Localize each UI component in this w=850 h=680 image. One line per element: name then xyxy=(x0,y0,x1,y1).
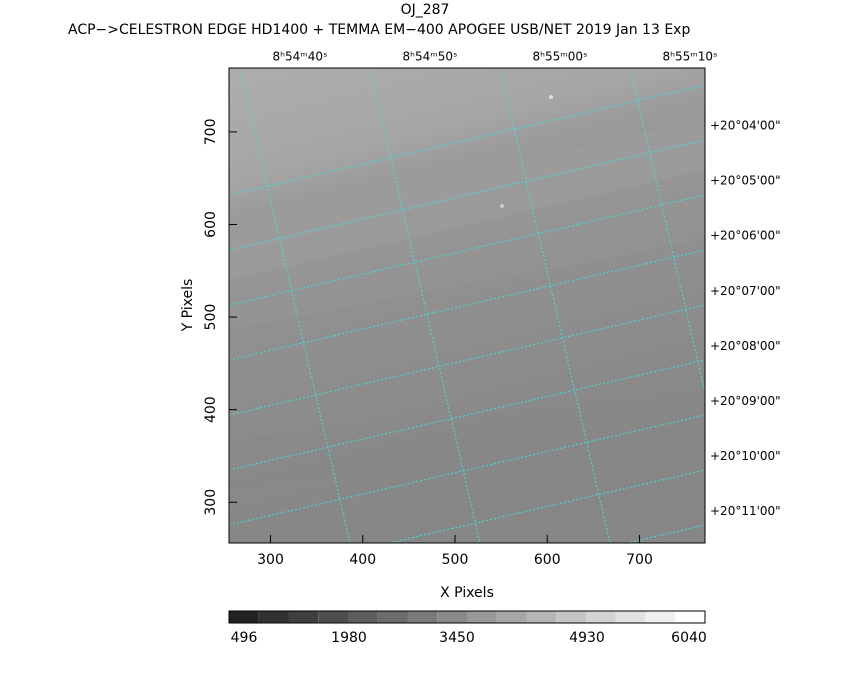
colorbar-step xyxy=(318,611,348,623)
dec-grid-line xyxy=(386,469,705,543)
y-tick-label: 700 xyxy=(203,119,219,146)
plot-frame xyxy=(228,67,706,544)
ra-tick-label: 8ʰ54ᵐ50ˢ xyxy=(403,50,458,64)
x-tick-label: 600 xyxy=(534,552,561,568)
colorbar-tick-label: 496 xyxy=(231,630,258,646)
y-tick-label: 400 xyxy=(203,396,219,423)
dec-tick-label: +20°10'00" xyxy=(710,449,781,463)
ra-tick-label: 8ʰ55ᵐ00ˢ xyxy=(533,50,588,64)
colorbar-step xyxy=(556,611,586,623)
ra-grid-line xyxy=(239,68,351,543)
dec-grid-line xyxy=(229,84,705,196)
dec-tick-label: +20°06'00" xyxy=(710,229,781,243)
star xyxy=(549,95,553,99)
x-tick-label: 400 xyxy=(349,552,376,568)
dec-tick-label: +20°04'00" xyxy=(710,119,781,133)
y-tick-label: 500 xyxy=(203,304,219,331)
chart-title: OJ_287 xyxy=(401,2,450,18)
dec-tick-label: +20°05'00" xyxy=(710,174,781,188)
colorbar-step xyxy=(586,611,616,623)
star xyxy=(500,204,504,208)
colorbar-tick-label: 3450 xyxy=(439,630,475,646)
ra-grid-line xyxy=(629,68,705,395)
colorbar: 496 1980 3450 4930 6040 xyxy=(228,610,707,646)
colorbar-tick-label: 1980 xyxy=(331,630,367,646)
ra-tick-label: 8ʰ54ᵐ40ˢ xyxy=(273,50,328,64)
band xyxy=(229,240,705,380)
dec-tick-label: +20°08'00" xyxy=(710,339,781,353)
colorbar-step xyxy=(496,611,527,623)
colorbar-step xyxy=(348,611,378,623)
ra-grid-line xyxy=(499,68,611,543)
band xyxy=(229,390,705,490)
dec-grid-line xyxy=(229,139,705,251)
y-tick-label: 300 xyxy=(203,489,219,516)
colorbar-step xyxy=(377,611,408,623)
band xyxy=(229,120,705,280)
colorbar-step xyxy=(229,611,259,623)
x-tick-label: 500 xyxy=(442,552,469,568)
colorbar-step xyxy=(288,611,319,623)
dec-grid-line xyxy=(229,414,705,526)
dec-grid-line xyxy=(229,194,705,306)
x-axis-label: X Pixels xyxy=(440,585,494,601)
colorbar-step xyxy=(407,611,438,623)
dec-grid-line xyxy=(229,359,705,471)
x-tick-label: 700 xyxy=(626,552,653,568)
ra-grid-line xyxy=(369,68,481,543)
colorbar-step xyxy=(467,611,497,623)
colorbar-step xyxy=(526,611,557,623)
x-tick-label: 300 xyxy=(257,552,284,568)
colorbar-tick-label: 6040 xyxy=(671,630,707,646)
image xyxy=(229,68,850,543)
y-axis-label: Y Pixels xyxy=(180,279,196,333)
ra-grid-line xyxy=(760,68,850,543)
dec-tick-label: +20°09'00" xyxy=(710,394,781,408)
y-tick-label: 600 xyxy=(203,211,219,238)
colorbar-step xyxy=(615,611,646,623)
dec-tick-label: +20°07'00" xyxy=(710,284,781,298)
colorbar-step xyxy=(675,611,705,623)
chart-subtitle: ACP−>CELESTRON EDGE HD1400 + TEMMA EM−40… xyxy=(68,22,690,38)
colorbar-step xyxy=(645,611,676,623)
colorbar-step xyxy=(258,611,289,623)
colorbar-step xyxy=(437,611,467,623)
dec-grid-line xyxy=(229,304,705,416)
dec-grid-line xyxy=(229,249,705,361)
ra-tick-label: 8ʰ55ᵐ10ˢ xyxy=(663,50,718,64)
dec-tick-label: +20°11'00" xyxy=(710,504,781,518)
colorbar-tick-label: 4930 xyxy=(569,630,605,646)
colorbar-frame xyxy=(228,610,706,624)
